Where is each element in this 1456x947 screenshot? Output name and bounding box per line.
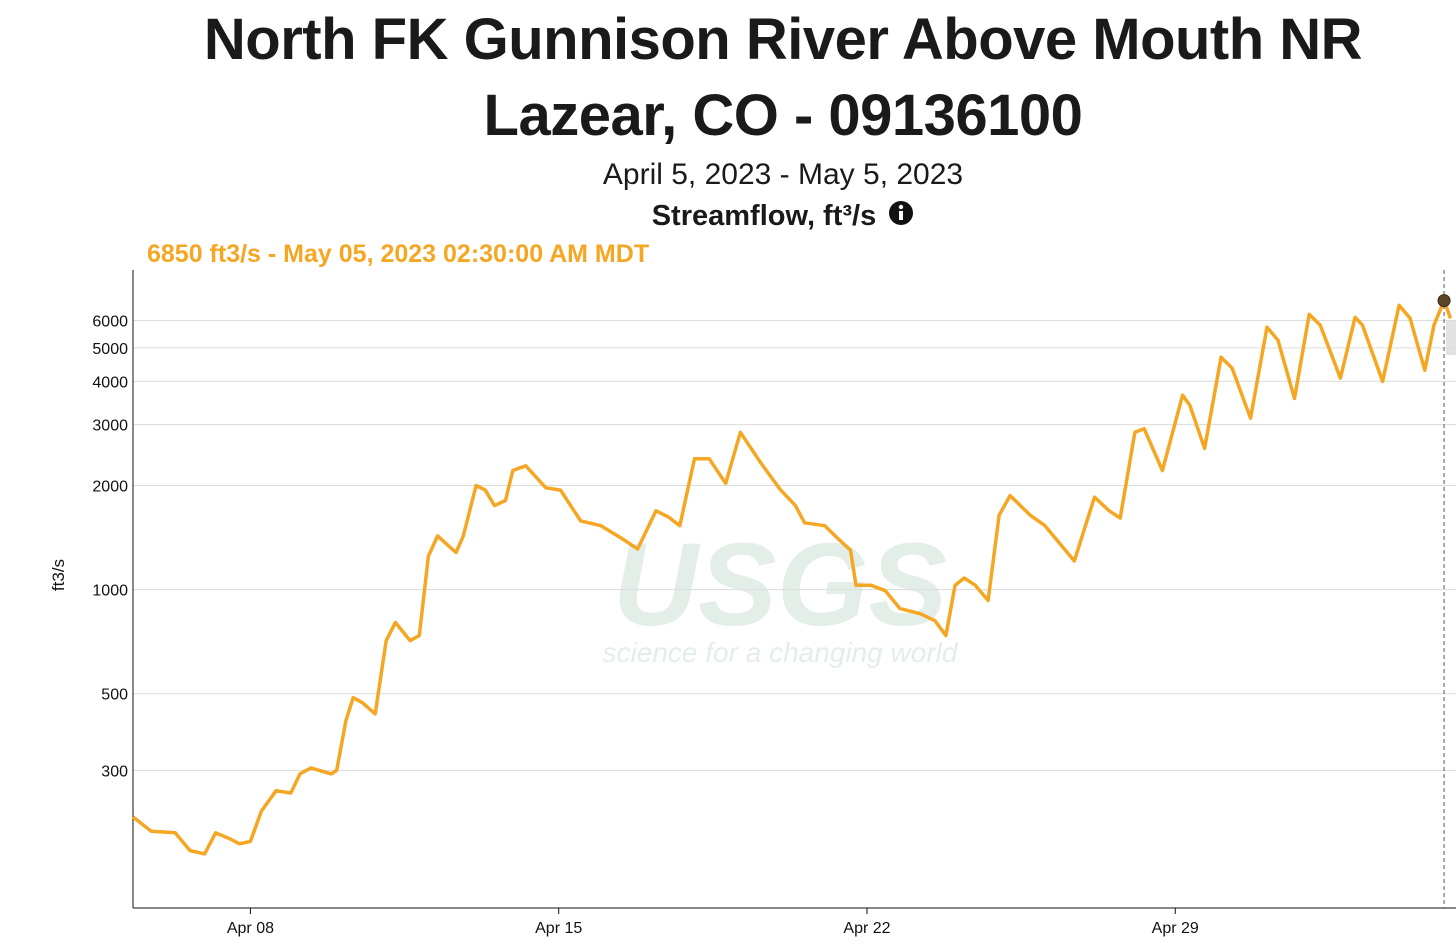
hover-point [1437, 294, 1451, 308]
y-tick-label: 4000 [92, 374, 128, 391]
y-tick-label: 2000 [92, 479, 128, 496]
series-line [131, 298, 1453, 856]
info-icon[interactable] [888, 200, 914, 226]
x-tick-label: Apr 29 [1152, 920, 1199, 937]
y-tick-label: 300 [101, 763, 128, 780]
x-tick-label: Apr 15 [535, 920, 582, 937]
x-tick-label: Apr 22 [843, 920, 890, 937]
tooltip-edge [1446, 320, 1456, 355]
x-tick-label: Apr 08 [227, 920, 274, 937]
y-tick-label: 6000 [92, 314, 128, 331]
chart-title: North FK Gunnison River Above Mouth NR L… [203, 7, 1363, 148]
watermark-tagline: science for a changing world [603, 637, 959, 668]
hover-label: 6850 ft3/s - May 05, 2023 02:30:00 AM MD… [147, 240, 649, 268]
y-tick-label: 5000 [92, 341, 128, 358]
chart-subtitle: April 5, 2023 - May 5, 2023 [602, 158, 964, 191]
y-tick-label: 3000 [92, 418, 128, 435]
watermark-logo: USGS [613, 519, 947, 651]
parameter-text: Streamflow, ft³/s [651, 200, 877, 232]
parameter-label: Streamflow, ft³/s [483, 200, 1083, 233]
y-tick-label: 500 [101, 687, 128, 704]
watermark: USGS science for a changing world [603, 519, 959, 668]
y-axis-label: ft3/s [49, 559, 68, 591]
y-tick-label: 1000 [92, 583, 128, 600]
